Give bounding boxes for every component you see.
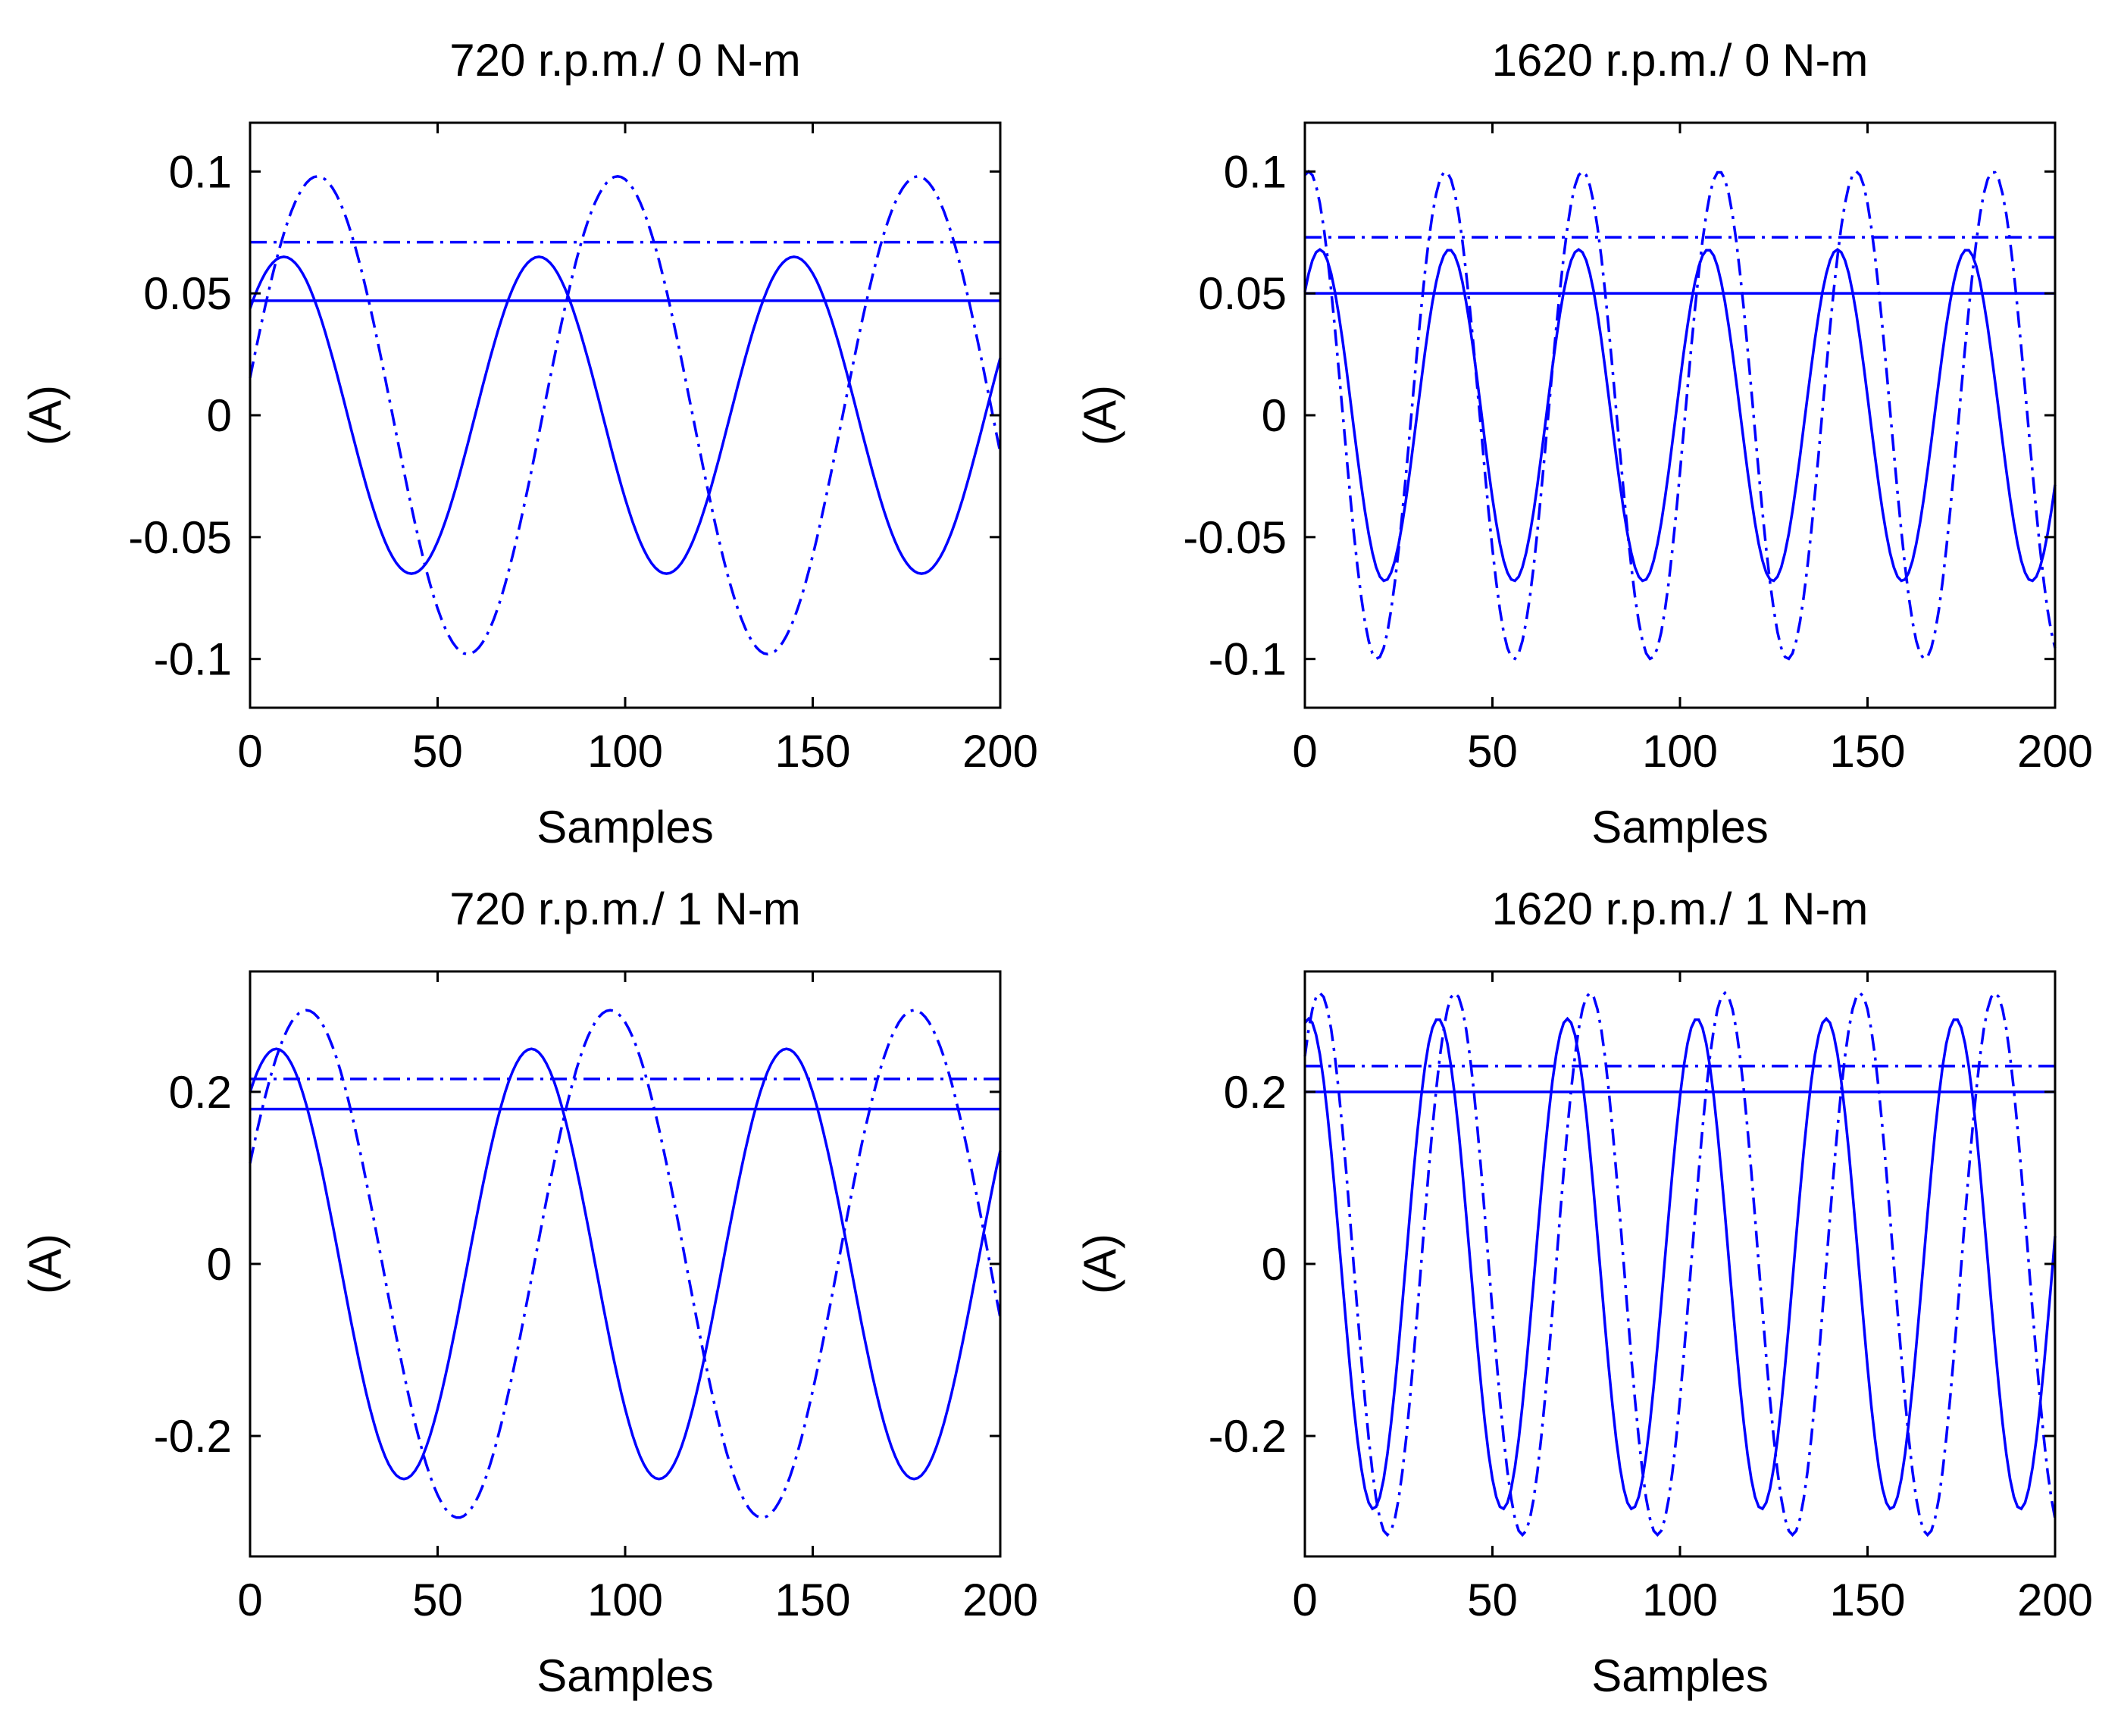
x-tick-label: 100 xyxy=(587,726,663,777)
y-tick-label: -0.2 xyxy=(154,1411,232,1462)
x-tick-label: 100 xyxy=(1642,726,1718,777)
series-dash-dot-current xyxy=(249,175,1002,655)
x-axis-label: Samples xyxy=(537,1650,713,1701)
x-tick-label: 200 xyxy=(962,726,1038,777)
series-solid-current xyxy=(249,255,1002,575)
x-tick-label: 0 xyxy=(1292,726,1317,777)
series-dash-dot-current xyxy=(1303,990,2057,1537)
y-tick-label: -0.1 xyxy=(154,634,232,685)
y-tick-label: -0.05 xyxy=(1183,512,1287,563)
x-tick-label: 100 xyxy=(587,1575,663,1625)
plot-title: 1620 r.p.m./ 1 N-m xyxy=(1492,884,1869,934)
y-tick-label: 0.1 xyxy=(1224,146,1287,197)
x-tick-label: 150 xyxy=(1829,1575,1905,1625)
x-tick-label: 50 xyxy=(412,726,463,777)
y-tick-label: 0.2 xyxy=(1224,1067,1287,1118)
x-tick-label: 50 xyxy=(412,1575,463,1625)
plot-title: 720 r.p.m./ 0 N-m xyxy=(449,35,800,86)
y-tick-label: 0 xyxy=(207,1239,232,1290)
x-tick-label: 150 xyxy=(1829,726,1905,777)
x-tick-label: 0 xyxy=(237,1575,262,1625)
x-tick-label: 200 xyxy=(2017,1575,2093,1625)
subplot-4: 1620 r.p.m./ 1 N-m 0 50 100 150 200 -0.2 0 0.2 Sa… xyxy=(1075,884,2093,1701)
x-tick-label: 150 xyxy=(774,1575,850,1625)
x-tick-label: 0 xyxy=(1292,1575,1317,1625)
x-tick-label: 200 xyxy=(962,1575,1038,1625)
subplot-1: 720 r.p.m./ 0 N-m 0 50 100 150 200 -0.1 -0.05 0 0… xyxy=(20,35,1038,852)
plot-title: 720 r.p.m./ 1 N-m xyxy=(449,884,800,934)
x-axis-label: Samples xyxy=(537,802,713,852)
subplot-2: 1620 r.p.m./ 0 N-m 0 50 100 150 200 -0.1 -0.05 0… xyxy=(1075,35,2093,852)
x-axis-label: Samples xyxy=(1591,1650,1768,1701)
y-tick-label: -0.05 xyxy=(128,512,232,563)
x-tick-label: 200 xyxy=(2017,726,2093,777)
y-tick-label: 0 xyxy=(207,390,232,441)
y-axis-label: (A) xyxy=(20,385,70,446)
series-solid-current xyxy=(249,1047,1002,1481)
y-tick-label: -0.2 xyxy=(1209,1411,1287,1462)
y-axis-label: (A) xyxy=(1075,385,1125,446)
y-tick-label: 0 xyxy=(1262,1239,1287,1290)
y-tick-label: 0.2 xyxy=(169,1067,232,1118)
plot-title: 1620 r.p.m./ 0 N-m xyxy=(1492,35,1869,86)
y-axis-label: (A) xyxy=(1075,1234,1125,1294)
y-tick-label: 0.05 xyxy=(1198,268,1287,319)
series-dash-dot-current xyxy=(249,1009,1002,1519)
x-tick-label: 100 xyxy=(1642,1575,1718,1625)
y-tick-label: 0 xyxy=(1262,390,1287,441)
y-tick-label: -0.1 xyxy=(1209,634,1287,685)
axes-box xyxy=(249,970,1002,1558)
x-tick-label: 50 xyxy=(1467,726,1518,777)
x-tick-label: 50 xyxy=(1467,1575,1518,1625)
x-axis-label: Samples xyxy=(1591,802,1768,852)
subplot-3: 720 r.p.m./ 1 N-m 0 50 100 150 200 -0.2 0 0.2 Sam… xyxy=(20,884,1038,1701)
x-tick-label: 150 xyxy=(774,726,850,777)
series-solid-current xyxy=(1303,248,2057,583)
series-dash-dot-current xyxy=(1303,169,2057,661)
y-tick-label: 0.05 xyxy=(143,268,232,319)
series-solid-current xyxy=(1303,1016,2057,1511)
axes-box xyxy=(249,121,1002,709)
y-tick-label: 0.1 xyxy=(169,146,232,197)
y-axis-label: (A) xyxy=(20,1234,70,1294)
x-tick-label: 0 xyxy=(237,726,262,777)
